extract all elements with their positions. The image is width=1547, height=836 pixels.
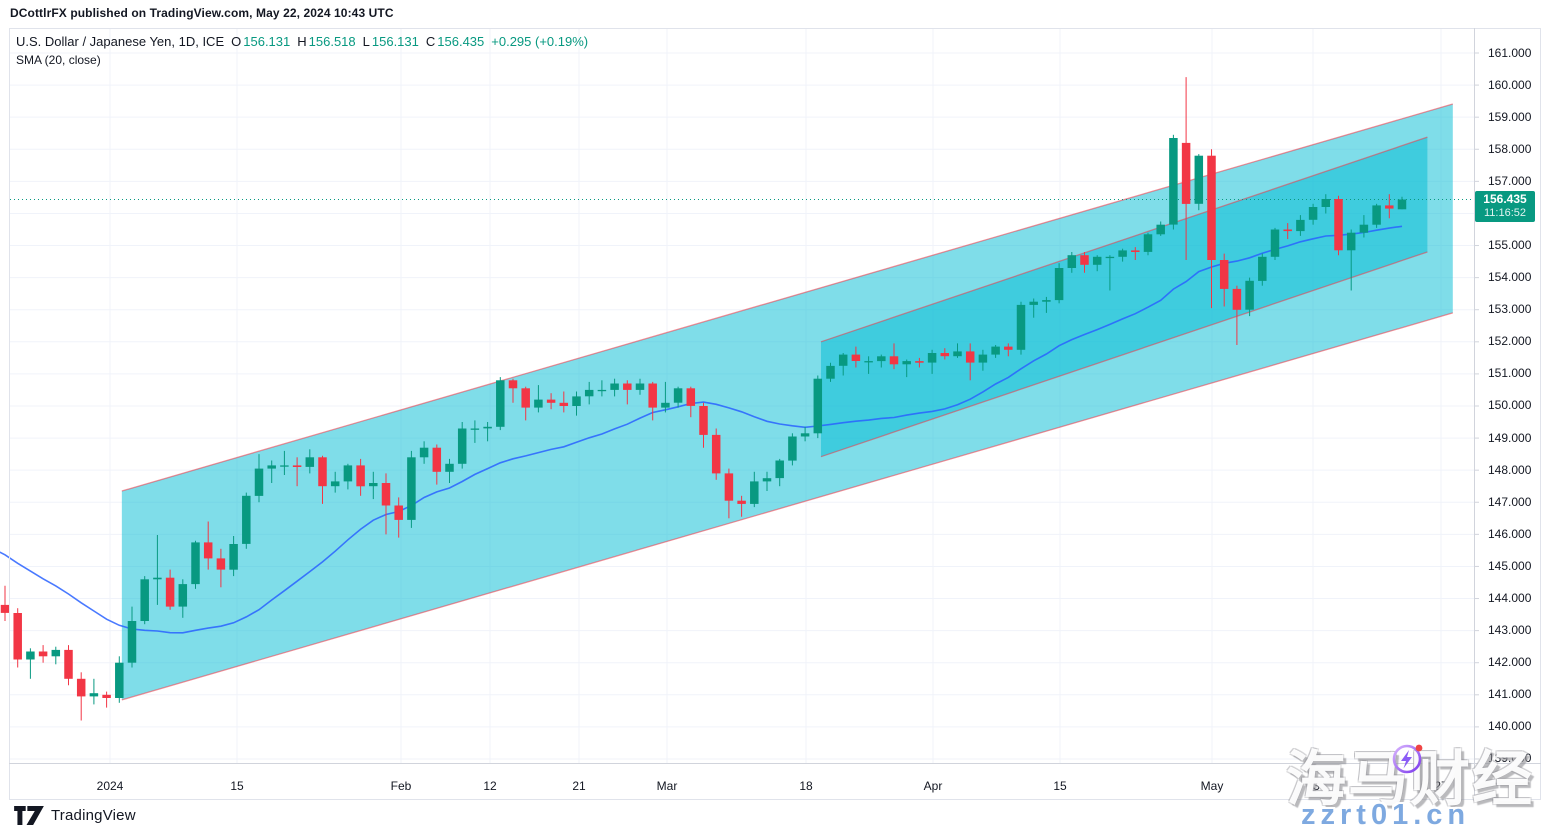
tradingview-brand-text: TradingView	[51, 807, 136, 824]
ohlc-value: 156.131	[243, 34, 291, 49]
change-value: +0.295 (+0.19%)	[491, 34, 589, 49]
price-tick-label: 154.000	[1488, 270, 1532, 285]
time-tick-label: 18	[799, 779, 813, 793]
price-tick-label: 159.000	[1488, 109, 1532, 124]
notification-dot	[1415, 744, 1423, 752]
time-tick-label: 2024	[96, 779, 124, 793]
price-tick-label: 142.000	[1488, 655, 1532, 670]
tradingview-icon	[14, 806, 44, 825]
time-tick-label: Apr	[923, 779, 943, 793]
chart-frame-bottom	[9, 799, 1541, 800]
time-tick-label: May	[1200, 779, 1224, 793]
price-tick-label: 157.000	[1488, 173, 1532, 188]
ohlc-label: O	[231, 34, 242, 49]
primary-ascending-channel	[121, 104, 1453, 700]
price-tick-label: 153.000	[1488, 302, 1532, 317]
price-tick-label: 143.000	[1488, 623, 1532, 638]
price-tick-label: 145.000	[1488, 558, 1532, 573]
price-axis[interactable]: 161.000160.000159.000158.000157.000156.0…	[1475, 28, 1546, 766]
indicator-legend[interactable]: SMA (20, close)	[16, 53, 101, 67]
bar-countdown: 11:16:52	[1483, 206, 1526, 219]
ohlc-value: 156.131	[371, 34, 419, 49]
price-tick-label: 151.000	[1488, 366, 1532, 381]
price-tick-label: 139.000	[1488, 751, 1532, 766]
ohlc-values: O 156.131 H 156.518 L 156.131 C 156.435	[224, 34, 484, 49]
time-tick-label: 27	[1434, 779, 1448, 793]
time-tick-label: Mar	[656, 779, 678, 793]
price-tick-label: 149.000	[1488, 430, 1532, 445]
price-tick-label: 140.000	[1488, 719, 1532, 734]
sma-20-line	[0, 225, 1403, 634]
chart-frame-left	[9, 28, 10, 800]
price-tick-label: 150.000	[1488, 398, 1532, 413]
candlestick-series	[0, 77, 1407, 721]
price-tick-label: 148.000	[1488, 462, 1532, 477]
ohlc-label: C	[425, 34, 436, 49]
symbol-title[interactable]: U.S. Dollar / Japanese Yen, 1D, ICE	[16, 34, 225, 49]
ohlc-value: 156.518	[308, 34, 356, 49]
chart-frame-right	[1540, 28, 1541, 800]
time-tick-label: Feb	[390, 779, 412, 793]
price-tick-label: 155.000	[1488, 238, 1532, 253]
inner-ascending-channel	[820, 137, 1428, 457]
symbol-legend: U.S. Dollar / Japanese Yen, 1D, ICE O 156.…	[16, 34, 588, 68]
price-axis-separator	[1474, 28, 1475, 800]
price-tick-label: 158.000	[1488, 141, 1532, 156]
ohlc-label: L	[362, 34, 370, 49]
symbol-legend-row[interactable]: U.S. Dollar / Japanese Yen, 1D, ICE O 156.…	[16, 34, 588, 50]
price-tick-label: 147.000	[1488, 494, 1532, 509]
price-tick-label: 146.000	[1488, 526, 1532, 541]
last-price-badge: 156.435 11:16:52	[1475, 190, 1535, 222]
ohlc-value: 156.435	[437, 34, 485, 49]
time-tick-label: 21	[572, 779, 586, 793]
time-tick-label: 15	[1053, 779, 1067, 793]
time-tick-label: 12	[483, 779, 497, 793]
last-price: 156.435	[1483, 191, 1527, 206]
time-tick-label: 13	[1306, 779, 1320, 793]
time-tick-label: 15	[230, 779, 244, 793]
price-tick-label: 161.000	[1488, 45, 1532, 60]
time-axis-separator	[9, 763, 1541, 764]
price-tick-label: 152.000	[1488, 334, 1532, 349]
watermark-site-url: zzrt01.cn	[1301, 799, 1471, 831]
attribution-link[interactable]: DCottlrFX published on TradingView.com, …	[10, 6, 394, 20]
lightning-badge-icon	[1392, 744, 1423, 774]
price-tick-label: 160.000	[1488, 77, 1532, 92]
chart-frame-top	[9, 28, 1541, 29]
time-axis[interactable]: 2024 15 Feb 12 21 Mar 18 Apr 15 May 13 27	[9, 763, 1541, 799]
price-tick-label: 144.000	[1488, 591, 1532, 606]
tradingview-logo-link[interactable]: TradingView	[14, 806, 136, 825]
ohlc-label: H	[297, 34, 307, 49]
price-tick-label: 141.000	[1488, 687, 1532, 702]
